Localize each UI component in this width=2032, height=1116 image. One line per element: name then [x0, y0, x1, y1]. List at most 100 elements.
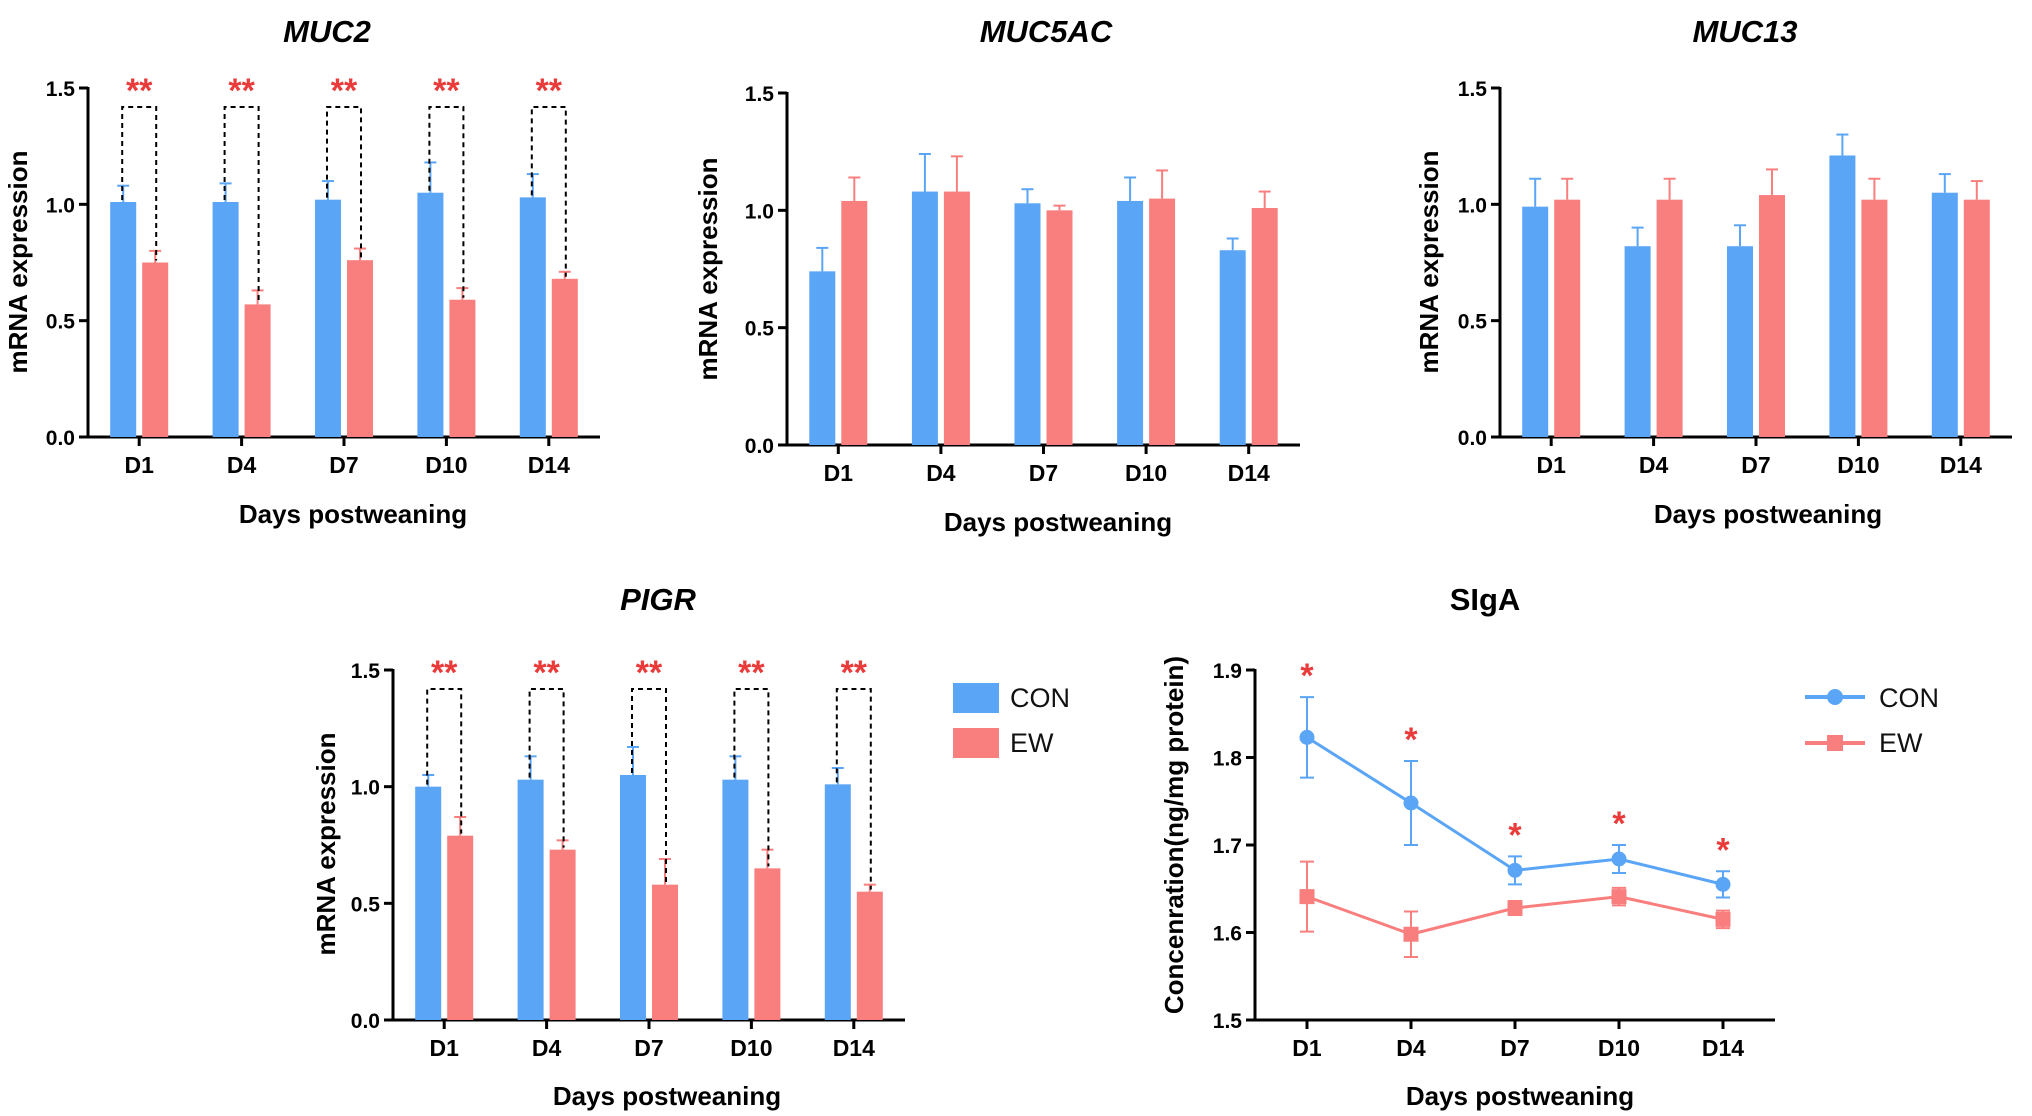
siga-significance-mark-d1: *: [1300, 657, 1314, 695]
siga-xlabel: Days postweaning: [1406, 1081, 1634, 1111]
siga-point-ew-d10: [1611, 889, 1627, 905]
muc13-bar-con-d14: [1931, 192, 1958, 437]
pigr-significance-mark-d14: **: [841, 654, 868, 692]
muc2-significance-mark-d10: **: [433, 72, 460, 110]
muc2-bar-con-d4: [212, 202, 239, 437]
pigr-xlabel: Days postweaning: [553, 1081, 781, 1111]
muc13-bar-ew-d4: [1656, 199, 1683, 437]
muc2-significance-bracket-d14: [530, 106, 567, 277]
muc13-y-tick-label: 1.0: [1458, 194, 1487, 217]
muc2-bar-ew-d7: [347, 260, 373, 437]
pigr-bar-ew-d1: [447, 835, 474, 1020]
line-legend-ew-marker: [1827, 735, 1843, 751]
bar-legend-con-label: CON: [1010, 683, 1070, 713]
muc2-significance-bracket-d10: [428, 106, 465, 298]
muc13-x-tick-label: D4: [1639, 452, 1669, 478]
muc5ac-bar-con-d1: [809, 271, 836, 445]
muc5ac-x-tick-label: D10: [1125, 460, 1167, 486]
siga-significance-mark-d14: *: [1716, 831, 1730, 869]
muc5ac-x-tick-label: D14: [1228, 460, 1270, 486]
muc2-significance-mark-d7: **: [331, 72, 358, 110]
muc2-significance-bracket-d4: [223, 106, 260, 303]
siga-y-tick-label: 1.5: [1213, 1010, 1243, 1033]
muc2-y-tick-label: 0.0: [46, 427, 75, 450]
siga-x-tick-label: D10: [1598, 1035, 1640, 1061]
pigr-bar-con-d14: [824, 784, 851, 1020]
muc13-x-tick-label: D7: [1741, 452, 1770, 478]
siga-x-tick-label: D4: [1396, 1035, 1426, 1061]
siga-y-tick-label: 1.9: [1213, 660, 1242, 683]
pigr-bar-ew-d4: [549, 849, 576, 1020]
bar-legend-ew-swatch: [953, 728, 999, 758]
pigr-y-tick-label: 1.0: [351, 777, 380, 800]
muc13-y-tick-label: 0.5: [1458, 311, 1488, 334]
siga-point-con-d10: [1611, 851, 1627, 867]
line-legend: CON EW: [1805, 683, 1939, 758]
siga-x-tick-label: D1: [1292, 1035, 1322, 1061]
muc5ac-ylabel: mRNA expression: [693, 158, 723, 381]
bar-legend-ew-label: EW: [1010, 728, 1054, 758]
siga-point-ew-d1: [1299, 889, 1315, 905]
panel-siga: SIgA Days postweaning Concenration(ng/mg p…: [1159, 582, 1775, 1111]
pigr-significance-bracket-d1: [426, 688, 463, 834]
pigr-x-tick-label: D4: [532, 1035, 562, 1061]
siga-y-tick-label: 1.8: [1213, 748, 1243, 771]
siga-point-con-d14: [1715, 876, 1731, 892]
muc5ac-bar-con-d4: [911, 191, 938, 445]
muc13-x-tick-label: D14: [1940, 452, 1982, 478]
muc5ac-bar-ew-d14: [1251, 207, 1278, 445]
siga-significance-mark-d7: *: [1508, 816, 1522, 854]
muc2-bar-ew-d4: [244, 304, 271, 437]
siga-ylabel: Concenration(ng/mg protein): [1159, 656, 1189, 1014]
pigr-y-tick-label: 1.5: [351, 660, 381, 683]
panel-pigr: PIGR Days postweaning mRNA expression 0.0 0.…: [311, 582, 905, 1111]
bar-legend: CON EW: [953, 683, 1070, 758]
pigr-x-tick-label: D7: [634, 1035, 663, 1061]
muc13-xlabel: Days postweaning: [1654, 499, 1882, 529]
siga-x-tick-label: D14: [1702, 1035, 1744, 1061]
muc5ac-bar-ew-d4: [943, 191, 970, 445]
pigr-significance-bracket-d4: [528, 688, 565, 848]
pigr-bar-con-d10: [722, 779, 749, 1020]
siga-point-con-d4: [1403, 795, 1419, 811]
muc2-significance-bracket-d7: [326, 106, 362, 259]
line-legend-ew-label: EW: [1879, 728, 1923, 758]
muc2-significance-bracket-d1: [121, 106, 158, 261]
muc2-significance-mark-d4: **: [228, 72, 255, 110]
siga-y-tick-label: 1.6: [1213, 923, 1242, 946]
muc13-bar-ew-d10: [1861, 199, 1888, 437]
muc13-bar-ew-d1: [1554, 199, 1581, 437]
muc2-bar-ew-d14: [551, 278, 578, 437]
siga-point-ew-d4: [1403, 926, 1419, 942]
muc13-bar-ew-d7: [1759, 195, 1785, 437]
panel-muc5ac: MUC5AC Days postweaning mRNA expression 0.0…: [693, 14, 1300, 537]
muc2-x-tick-label: D7: [329, 452, 358, 478]
pigr-bar-con-d4: [517, 779, 544, 1020]
siga-point-con-d1: [1299, 729, 1315, 745]
siga-point-con-d7: [1507, 862, 1523, 878]
muc2-ylabel: mRNA expression: [3, 151, 33, 374]
muc2-significance-mark-d1: **: [126, 72, 153, 110]
siga-significance-mark-d10: *: [1612, 805, 1626, 843]
pigr-y-tick-label: 0.0: [351, 1010, 380, 1033]
muc5ac-y-tick-label: 0.5: [745, 318, 775, 341]
muc2-x-tick-label: D10: [425, 452, 467, 478]
muc2-bar-ew-d1: [142, 262, 169, 437]
muc2-title: MUC2: [283, 14, 371, 49]
pigr-bar-con-d1: [415, 786, 442, 1020]
muc2-bar-con-d7: [315, 199, 341, 437]
pigr-significance-mark-d10: **: [738, 654, 765, 692]
pigr-significance-bracket-d14: [835, 688, 872, 890]
pigr-title: PIGR: [620, 582, 696, 617]
muc13-x-tick-label: D1: [1536, 452, 1566, 478]
muc2-x-tick-label: D14: [528, 452, 570, 478]
siga-significance-mark-d4: *: [1404, 721, 1418, 759]
muc2-y-tick-label: 1.0: [46, 194, 75, 217]
siga-point-ew-d7: [1507, 900, 1523, 916]
line-legend-con-label: CON: [1879, 683, 1939, 713]
muc2-x-tick-label: D4: [227, 452, 257, 478]
muc13-bar-con-d7: [1727, 246, 1753, 437]
muc5ac-x-tick-label: D1: [824, 460, 854, 486]
muc2-bar-con-d1: [110, 202, 137, 437]
muc5ac-bar-ew-d1: [841, 200, 868, 445]
